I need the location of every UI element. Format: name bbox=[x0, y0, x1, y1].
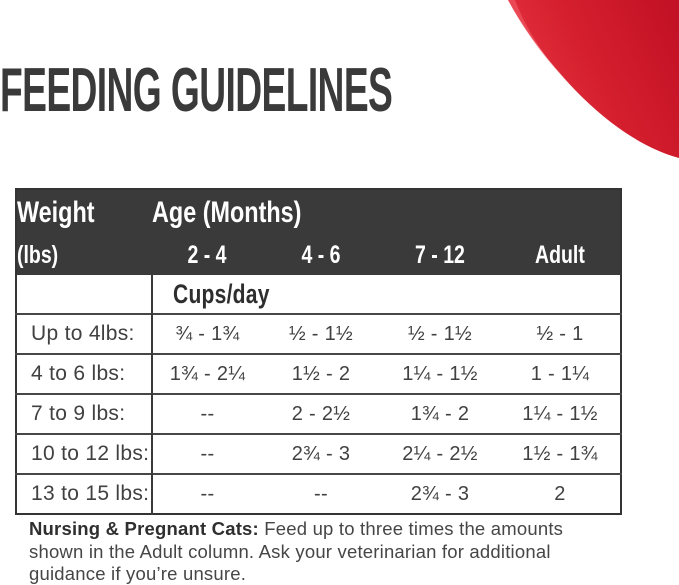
cups-value: 2¾ - 3 bbox=[380, 473, 500, 514]
nursing-pregnant-footnote: Nursing & Pregnant Cats: Feed up to thre… bbox=[29, 518, 659, 585]
cups-value: ¾ - 1¾ bbox=[152, 313, 262, 354]
weight-label: 10 to 12 lbs: bbox=[16, 433, 153, 474]
units-row-spacer bbox=[16, 275, 153, 314]
column-header-age-7-12: 7 - 12 bbox=[380, 236, 500, 275]
page-title-text: FEEDING GUIDELINES bbox=[0, 56, 393, 125]
column-header-weight: Weight bbox=[16, 189, 152, 236]
table-row: 13 to 15 lbs: -- -- 2¾ - 3 2 bbox=[16, 473, 622, 514]
table-header: Weight Age (Months) (lbs) 2 - 4 4 - 6 7 … bbox=[16, 189, 622, 275]
cups-value: ½ - 1½ bbox=[380, 313, 500, 354]
cups-value: 2 - 2½ bbox=[262, 393, 380, 434]
footnote-line-1: Nursing & Pregnant Cats: Feed up to thre… bbox=[29, 518, 659, 541]
cups-value: -- bbox=[262, 473, 380, 514]
cups-value: 1¼ - 1½ bbox=[500, 393, 622, 434]
column-header-age-2-4: 2 - 4 bbox=[152, 236, 262, 275]
cups-value: 2¼ - 2½ bbox=[380, 433, 500, 474]
column-subheader-lbs: (lbs) bbox=[16, 236, 152, 275]
cups-value: 1¼ - 1½ bbox=[380, 353, 500, 394]
cups-value: -- bbox=[152, 473, 262, 514]
footnote-line-3: guidance if you’re unsure. bbox=[29, 563, 247, 584]
cups-value: 2 bbox=[500, 473, 622, 514]
page-title: FEEDING GUIDELINES bbox=[0, 60, 654, 122]
red-swoosh-graphic bbox=[508, 0, 679, 158]
column-header-age-months: Age (Months) bbox=[152, 189, 622, 236]
table-row: 10 to 12 lbs: -- 2¾ - 3 2¼ - 2½ 1½ - 1¾ bbox=[16, 433, 622, 474]
table-row: Up to 4lbs: ¾ - 1¾ ½ - 1½ ½ - 1½ ½ - 1 bbox=[16, 313, 622, 354]
weight-label: 7 to 9 lbs: bbox=[16, 393, 153, 434]
column-header-adult: Adult bbox=[500, 236, 622, 275]
cups-value: 1½ - 1¾ bbox=[500, 433, 622, 474]
footnote-line-1-text: Feed up to three times the amounts bbox=[258, 518, 564, 539]
footnote-bold-label: Nursing & Pregnant Cats: bbox=[29, 518, 259, 539]
weight-label: 13 to 15 lbs: bbox=[16, 473, 153, 514]
table-row: 4 to 6 lbs: 1¾ - 2¼ 1½ - 2 1¼ - 1½ 1 - 1… bbox=[16, 353, 622, 394]
column-header-age-4-6: 4 - 6 bbox=[262, 236, 380, 275]
units-row: Cups/day bbox=[16, 275, 622, 314]
cups-value: -- bbox=[152, 393, 262, 434]
cups-value: ½ - 1 bbox=[500, 313, 622, 354]
cups-value: 1 - 1¼ bbox=[500, 353, 622, 394]
footnote-line-2: shown in the Adult column. Ask your vete… bbox=[29, 540, 551, 562]
cups-value: ½ - 1½ bbox=[262, 313, 380, 354]
weight-label: 4 to 6 lbs: bbox=[16, 353, 153, 394]
cups-value: -- bbox=[152, 433, 262, 474]
cups-value: 1¾ - 2 bbox=[380, 393, 500, 434]
feeding-guidelines-table: Weight Age (Months) (lbs) 2 - 4 4 - 6 7 … bbox=[15, 188, 623, 515]
cups-value: 1½ - 2 bbox=[262, 353, 380, 394]
cups-value: 2¾ - 3 bbox=[262, 433, 380, 474]
cups-value: 1¾ - 2¼ bbox=[152, 353, 262, 394]
units-label-cell: Cups/day bbox=[152, 275, 622, 314]
table-row: 7 to 9 lbs: -- 2 - 2½ 1¾ - 2 1¼ - 1½ bbox=[16, 393, 622, 434]
weight-label: Up to 4lbs: bbox=[16, 313, 153, 354]
